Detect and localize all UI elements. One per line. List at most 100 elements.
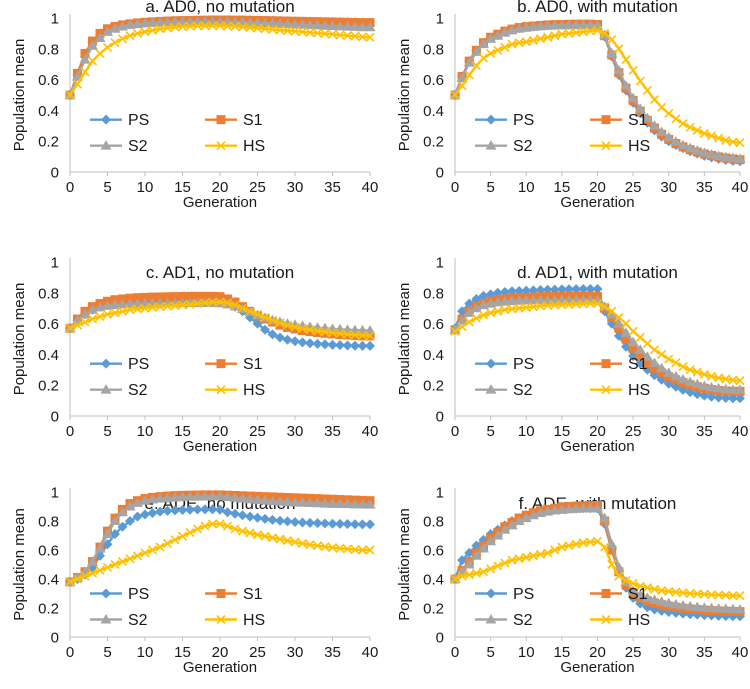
data-point-HS — [614, 44, 624, 54]
data-point-S2 — [184, 491, 196, 501]
data-point-PS — [147, 508, 158, 519]
data-point-HS — [478, 53, 489, 63]
x-tick-label: 25 — [249, 644, 266, 661]
data-point-S2 — [670, 599, 682, 609]
data-point-S2 — [177, 491, 188, 502]
legend: PS S1 S2 HS — [90, 586, 265, 629]
data-point-S2 — [656, 596, 668, 606]
data-point-S2 — [102, 528, 113, 539]
series-S1 — [450, 501, 745, 617]
data-point-PS — [132, 511, 143, 522]
data-point-HS — [457, 322, 467, 332]
legend: PS S1 S2 HS — [90, 356, 265, 399]
data-point-HS — [155, 542, 165, 552]
x-tick-label: 10 — [518, 644, 535, 661]
data-point-PS — [245, 511, 255, 522]
series-HS — [450, 25, 745, 148]
data-point-S2 — [117, 506, 128, 517]
data-point-S2 — [79, 308, 91, 319]
x-tick-label: 20 — [212, 423, 229, 440]
data-point-HS — [628, 65, 638, 75]
legend-marker-HS — [601, 385, 611, 395]
data-point-HS — [237, 303, 248, 313]
data-point-HS — [464, 70, 474, 80]
data-point-PS — [215, 504, 225, 515]
data-point-HS — [585, 299, 595, 309]
data-point-HS — [320, 542, 330, 552]
data-point-PS — [464, 547, 475, 558]
data-point-S2 — [327, 20, 338, 31]
legend-marker-S2 — [100, 614, 112, 624]
data-point-HS — [162, 23, 173, 33]
series-HS — [450, 536, 745, 601]
chart-title: b. AD0, with mutation — [517, 0, 678, 16]
data-point-S1 — [193, 291, 202, 301]
data-point-HS — [357, 331, 368, 341]
x-tick-label: 40 — [732, 179, 749, 196]
data-point-HS — [245, 306, 255, 316]
data-point-HS — [564, 299, 574, 310]
data-point-HS — [290, 322, 300, 332]
data-point-S2 — [282, 496, 293, 507]
data-point-S2 — [584, 502, 596, 513]
x-axis-label: Generation — [183, 194, 257, 211]
data-point-HS — [335, 329, 345, 339]
data-point-HS — [635, 76, 645, 86]
data-point-S2 — [641, 351, 653, 361]
data-point-PS — [230, 508, 240, 519]
data-point-S1 — [607, 545, 617, 555]
legend-marker-HS — [216, 385, 226, 395]
data-point-HS — [728, 590, 738, 601]
data-point-S2 — [670, 136, 682, 146]
legend-label-HS: HS — [243, 612, 265, 629]
legend-marker-HS — [601, 614, 611, 625]
data-point-S1 — [178, 291, 187, 301]
x-axis-label: Generation — [183, 438, 257, 455]
data-point-PS — [350, 519, 360, 530]
data-point-S2 — [634, 344, 646, 354]
y-tick-label: 0 — [436, 409, 444, 426]
data-point-PS — [297, 337, 308, 348]
data-point-S2 — [734, 603, 746, 614]
x-tick-label: 35 — [696, 179, 713, 196]
data-point-HS — [117, 557, 128, 567]
x-tick-label: 25 — [625, 179, 642, 196]
legend: PS S1 S2 HS — [475, 356, 650, 399]
data-point-HS — [95, 312, 105, 322]
data-point-HS — [528, 35, 538, 45]
data-point-S2 — [109, 515, 121, 525]
data-point-PS — [267, 514, 278, 525]
legend-label-S1: S1 — [243, 112, 263, 129]
x-axis-label: Generation — [560, 194, 634, 211]
data-point-HS — [215, 297, 225, 307]
data-point-HS — [170, 535, 180, 545]
y-tick-label: 0.6 — [38, 72, 59, 89]
data-point-HS — [350, 544, 360, 555]
x-tick-label: 15 — [174, 644, 191, 661]
data-point-S2 — [456, 315, 468, 325]
data-point-S2 — [570, 503, 582, 513]
y-tick-label: 0.8 — [38, 285, 59, 302]
data-point-S2 — [641, 112, 653, 123]
legend-marker-S2 — [100, 140, 112, 150]
data-point-HS — [543, 300, 553, 310]
y-tick-label: 1 — [436, 11, 444, 28]
data-point-HS — [728, 375, 738, 385]
data-point-PS — [267, 329, 278, 340]
data-point-S2 — [147, 17, 158, 27]
data-point-S1 — [621, 334, 631, 344]
legend-label-HS: HS — [628, 138, 650, 155]
data-point-HS — [557, 542, 567, 552]
data-point-S2 — [649, 594, 660, 605]
series-line-HS — [454, 29, 741, 144]
legend-label-S1: S1 — [628, 112, 648, 129]
data-point-S2 — [492, 30, 504, 40]
data-point-S2 — [720, 151, 732, 162]
data-point-S2 — [627, 92, 639, 103]
data-point-PS — [320, 518, 330, 529]
data-point-HS — [735, 591, 745, 601]
data-point-PS — [342, 519, 353, 530]
data-point-S2 — [649, 357, 660, 367]
